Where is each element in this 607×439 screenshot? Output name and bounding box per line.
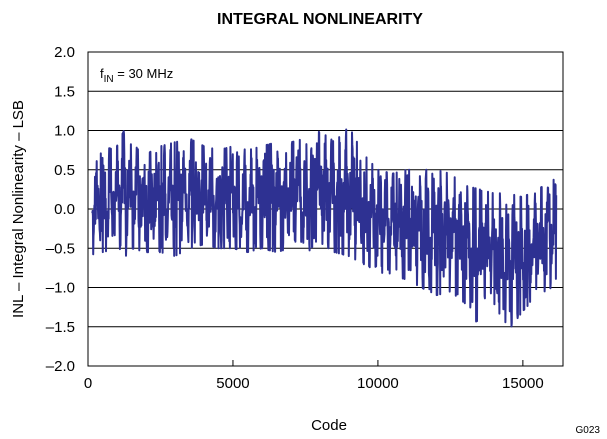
x-tick-label: 10000 (357, 375, 399, 392)
x-tick-label: 5000 (216, 375, 249, 392)
x-axis-label: Code (311, 417, 347, 434)
y-tick-label: 1.0 (54, 123, 75, 140)
annotation-subscript: IN (104, 74, 114, 85)
y-tick-label: –1.0 (46, 280, 75, 297)
plot-area (91, 128, 558, 328)
y-tick-label: 0.0 (54, 201, 75, 218)
x-tick-label: 0 (84, 375, 92, 392)
figure-code: G023 (576, 425, 601, 436)
chart-title: INTEGRAL NONLINEARITY (217, 11, 423, 28)
y-tick-label: –1.5 (46, 319, 75, 336)
y-axis-label: INL – Integral Nonlinearity – LSB (10, 100, 27, 318)
y-tick-label: 0.5 (54, 162, 75, 179)
plot-frame (87, 51, 564, 367)
axis-ticks: 2.0 1.5 1.0 0.5 0.0 –0.5 –1.0 –1.5 –2.0 0 5000 1000… (46, 44, 544, 392)
inl-series-line (91, 128, 558, 328)
y-tick-label: 1.5 (54, 83, 75, 100)
annotation-rest: = 30 MHz (114, 66, 174, 81)
y-tick-label: –0.5 (46, 240, 75, 257)
annotation-fin: fIN = 30 MHz (100, 66, 173, 85)
y-tick-label: 2.0 (54, 44, 75, 61)
y-tick-label: –2.0 (46, 358, 75, 375)
x-tick-label: 15000 (502, 375, 544, 392)
annotation-main: f (100, 66, 104, 81)
